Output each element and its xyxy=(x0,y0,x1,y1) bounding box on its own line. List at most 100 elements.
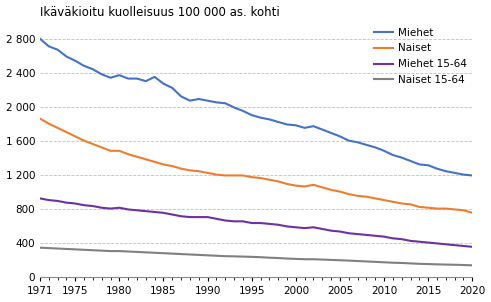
Naiset 15-64 xyxy=(381,261,387,264)
Miehet 15-64 xyxy=(161,211,166,215)
Miehet 15-64 xyxy=(116,206,122,210)
Miehet 15-64 xyxy=(381,235,387,239)
Naiset xyxy=(275,180,281,183)
Naiset 15-64 xyxy=(161,251,166,255)
Naiset 15-64 xyxy=(143,251,149,254)
Miehet xyxy=(381,149,387,153)
Miehet xyxy=(425,163,431,167)
Miehet 15-64 xyxy=(390,236,396,240)
Naiset xyxy=(301,185,307,188)
Naiset xyxy=(143,158,149,161)
Miehet 15-64 xyxy=(319,227,325,231)
Naiset 15-64 xyxy=(275,256,281,260)
Miehet xyxy=(187,99,193,102)
Naiset xyxy=(346,192,352,196)
Miehet xyxy=(55,48,60,52)
Naiset 15-64 xyxy=(231,255,237,258)
Miehet xyxy=(363,143,369,147)
Miehet xyxy=(301,126,307,130)
Miehet 15-64 xyxy=(284,225,290,228)
Miehet 15-64 xyxy=(205,215,211,219)
Naiset xyxy=(337,190,343,193)
Naiset 15-64 xyxy=(443,263,449,266)
Naiset 15-64 xyxy=(116,249,122,253)
Naiset xyxy=(469,211,475,215)
Naiset 15-64 xyxy=(434,262,440,266)
Miehet 15-64 xyxy=(90,204,96,208)
Naiset xyxy=(416,205,422,209)
Miehet xyxy=(125,77,131,80)
Miehet 15-64 xyxy=(37,197,43,200)
Miehet xyxy=(293,124,299,127)
Miehet 15-64 xyxy=(231,220,237,223)
Naiset xyxy=(205,171,211,175)
Naiset 15-64 xyxy=(399,261,405,265)
Naiset xyxy=(134,155,140,159)
Naiset xyxy=(81,139,87,143)
Miehet 15-64 xyxy=(355,232,360,236)
Naiset xyxy=(319,185,325,189)
Naiset 15-64 xyxy=(425,262,431,266)
Naiset 15-64 xyxy=(196,253,202,257)
Naiset xyxy=(178,167,184,170)
Miehet 15-64 xyxy=(143,209,149,213)
Miehet 15-64 xyxy=(152,210,158,214)
Miehet xyxy=(267,117,273,121)
Miehet xyxy=(408,159,413,163)
Naiset 15-64 xyxy=(319,258,325,262)
Naiset 15-64 xyxy=(293,257,299,261)
Miehet xyxy=(258,116,264,120)
Miehet xyxy=(443,169,449,173)
Naiset 15-64 xyxy=(284,257,290,260)
Miehet xyxy=(116,73,122,77)
Miehet xyxy=(399,156,405,159)
Miehet xyxy=(214,101,219,104)
Miehet xyxy=(346,139,352,143)
Line: Naiset 15-64: Naiset 15-64 xyxy=(40,248,472,265)
Naiset xyxy=(187,169,193,172)
Naiset 15-64 xyxy=(81,248,87,252)
Naiset xyxy=(152,160,158,164)
Miehet 15-64 xyxy=(63,201,69,204)
Naiset xyxy=(90,142,96,146)
Naiset xyxy=(169,164,175,168)
Miehet xyxy=(390,153,396,157)
Naiset 15-64 xyxy=(337,259,343,262)
Miehet 15-64 xyxy=(363,233,369,237)
Miehet xyxy=(310,124,316,128)
Miehet 15-64 xyxy=(267,222,273,226)
Naiset xyxy=(37,117,43,120)
Miehet 15-64 xyxy=(337,230,343,233)
Naiset 15-64 xyxy=(178,252,184,256)
Naiset xyxy=(116,149,122,153)
Naiset xyxy=(372,197,378,200)
Naiset xyxy=(310,183,316,187)
Naiset xyxy=(249,175,255,179)
Naiset xyxy=(267,178,273,182)
Miehet 15-64 xyxy=(425,241,431,244)
Miehet xyxy=(143,79,149,83)
Miehet xyxy=(452,171,458,175)
Naiset 15-64 xyxy=(469,264,475,267)
Miehet xyxy=(46,44,52,48)
Miehet xyxy=(81,64,87,68)
Miehet 15-64 xyxy=(81,203,87,207)
Naiset xyxy=(240,174,246,177)
Naiset xyxy=(328,188,334,192)
Naiset 15-64 xyxy=(328,258,334,262)
Naiset xyxy=(63,130,69,134)
Naiset xyxy=(425,206,431,210)
Miehet 15-64 xyxy=(416,240,422,243)
Naiset 15-64 xyxy=(63,247,69,251)
Naiset 15-64 xyxy=(461,263,466,267)
Naiset 15-64 xyxy=(205,253,211,257)
Naiset xyxy=(196,169,202,173)
Miehet 15-64 xyxy=(72,202,78,205)
Naiset xyxy=(390,200,396,204)
Naiset 15-64 xyxy=(372,260,378,264)
Naiset 15-64 xyxy=(152,251,158,255)
Naiset 15-64 xyxy=(452,263,458,267)
Miehet 15-64 xyxy=(434,242,440,245)
Miehet xyxy=(63,55,69,58)
Miehet 15-64 xyxy=(249,221,255,225)
